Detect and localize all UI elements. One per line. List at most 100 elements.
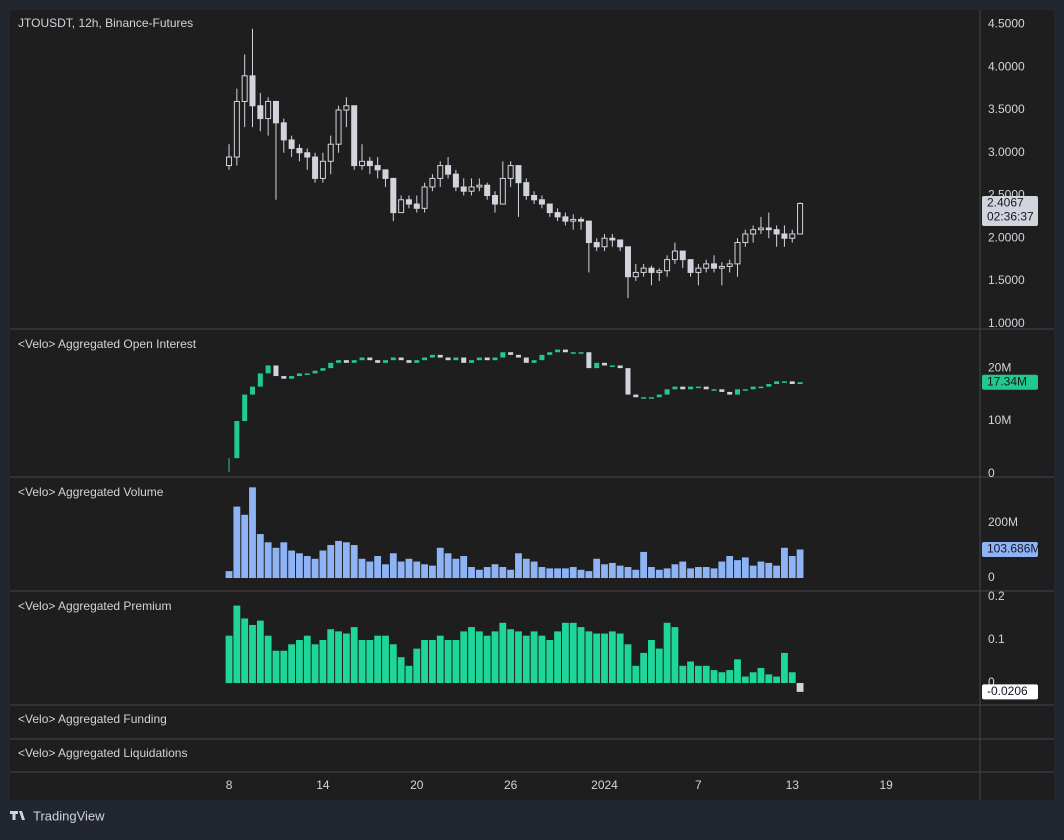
oi-candle: [531, 360, 537, 363]
candle-body: [570, 218, 577, 222]
bar: [734, 560, 741, 579]
bar: [397, 657, 405, 684]
oi-candle: [343, 360, 349, 363]
oi-candle: [250, 386, 255, 395]
bar: [475, 631, 483, 684]
candle-body: [226, 156, 233, 167]
brand: TradingView: [33, 808, 105, 823]
bar: [264, 542, 272, 579]
x-tick-label: 26: [504, 778, 518, 792]
y-tick-label: 0.2: [988, 589, 1005, 603]
pane-borders: [10, 10, 1054, 800]
candle-body: [742, 233, 749, 244]
candle-body: [257, 105, 264, 120]
candle-body: [319, 160, 326, 179]
oi-candle: [257, 373, 263, 387]
candle-body: [382, 169, 389, 179]
candle-body: [476, 184, 483, 188]
bar: [749, 565, 757, 579]
oi-candle: [774, 381, 780, 384]
bar: [256, 534, 264, 579]
bar: [624, 644, 632, 684]
oi-candle: [578, 352, 584, 354]
y-tick-label: 10M: [988, 413, 1011, 427]
bar: [796, 549, 804, 579]
bar: [687, 568, 694, 579]
candle-body: [765, 227, 772, 231]
candle-body: [562, 216, 569, 222]
bar: [358, 640, 366, 684]
candle-body: [726, 263, 733, 267]
bar: [522, 635, 530, 684]
bar: [616, 633, 624, 684]
candle-body: [312, 156, 319, 179]
bar: [702, 665, 710, 684]
bar: [702, 567, 710, 579]
candle-body: [695, 267, 702, 273]
x-tick-label: 20: [410, 778, 424, 792]
bar: [640, 551, 648, 579]
bar: [421, 640, 429, 684]
candle-body: [233, 100, 240, 158]
candle-body: [359, 160, 366, 167]
y-tick-label: 20M: [988, 360, 1011, 374]
oi-candle: [367, 357, 373, 361]
bar: [546, 640, 554, 684]
candle-body: [757, 227, 764, 231]
candle-body: [578, 218, 585, 222]
bar: [389, 644, 397, 684]
oi-candle: [633, 394, 639, 398]
bar: [272, 650, 280, 684]
bar: [585, 631, 593, 684]
candle-body: [437, 165, 444, 179]
bar: [350, 627, 358, 684]
last-value-box: [982, 374, 1038, 390]
bar: [249, 487, 256, 579]
oi-candle: [382, 360, 388, 363]
oi-candle: [398, 357, 404, 361]
bar: [429, 565, 436, 579]
candle-body: [781, 233, 788, 239]
candle-body: [429, 177, 436, 188]
bar: [296, 640, 303, 684]
y-tick-label: 1.5000: [988, 273, 1025, 287]
candle-body: [523, 182, 530, 196]
oi-candle: [242, 394, 248, 422]
candle-body: [750, 229, 757, 235]
bar: [585, 571, 593, 579]
candle-body: [421, 186, 428, 209]
oi-candle: [766, 383, 772, 387]
oi-candle: [711, 389, 717, 391]
bar: [249, 624, 256, 684]
bar: [499, 567, 507, 579]
oi-candle: [500, 352, 506, 358]
bar: [319, 640, 327, 684]
candle-body: [272, 100, 279, 124]
oi-candle: [648, 397, 654, 399]
bar: [374, 556, 382, 579]
bar: [452, 558, 460, 579]
bar: [233, 506, 241, 579]
x-tick-label: 7: [695, 778, 702, 792]
bar: [522, 558, 530, 579]
candle-body: [585, 220, 592, 244]
candle-body: [546, 203, 553, 214]
last-value-label: 2.4067: [987, 196, 1024, 210]
bar: [554, 568, 561, 579]
bar: [679, 665, 687, 684]
candle-body: [538, 199, 545, 205]
last-value-label: -0.0206: [987, 684, 1028, 698]
bar: [296, 553, 303, 579]
bar: [671, 627, 679, 684]
candle-body: [335, 109, 342, 145]
candle-body: [241, 75, 248, 102]
candle-body: [304, 152, 311, 158]
oi-candle: [508, 352, 514, 355]
y-tick-label: 3.0000: [988, 145, 1025, 159]
candle-body: [640, 267, 647, 273]
candle-body: [789, 233, 796, 239]
oi-candle: [656, 394, 662, 398]
oi-candle: [617, 365, 623, 369]
